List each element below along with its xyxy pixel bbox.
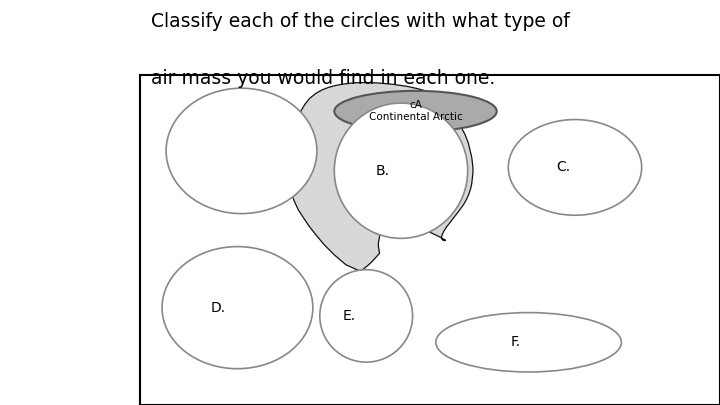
Ellipse shape	[320, 270, 413, 362]
Text: air mass you would find in each one.: air mass you would find in each one.	[151, 69, 495, 88]
Polygon shape	[445, 199, 452, 204]
Ellipse shape	[334, 103, 468, 239]
Ellipse shape	[334, 91, 497, 132]
Text: B.: B.	[375, 164, 390, 178]
Polygon shape	[450, 203, 455, 207]
Text: cA
Continental Arctic: cA Continental Arctic	[369, 100, 462, 122]
Ellipse shape	[436, 313, 621, 372]
Text: C.: C.	[557, 160, 570, 175]
Polygon shape	[289, 83, 473, 275]
Text: Classify each of the circles with what type of: Classify each of the circles with what t…	[151, 12, 570, 31]
Text: D.: D.	[211, 301, 226, 315]
Ellipse shape	[166, 88, 317, 213]
Text: F.: F.	[510, 335, 521, 349]
Ellipse shape	[508, 119, 642, 215]
Polygon shape	[433, 183, 444, 188]
Ellipse shape	[162, 247, 313, 369]
Text: E.: E.	[342, 309, 356, 323]
Polygon shape	[436, 194, 441, 200]
Polygon shape	[441, 190, 449, 197]
